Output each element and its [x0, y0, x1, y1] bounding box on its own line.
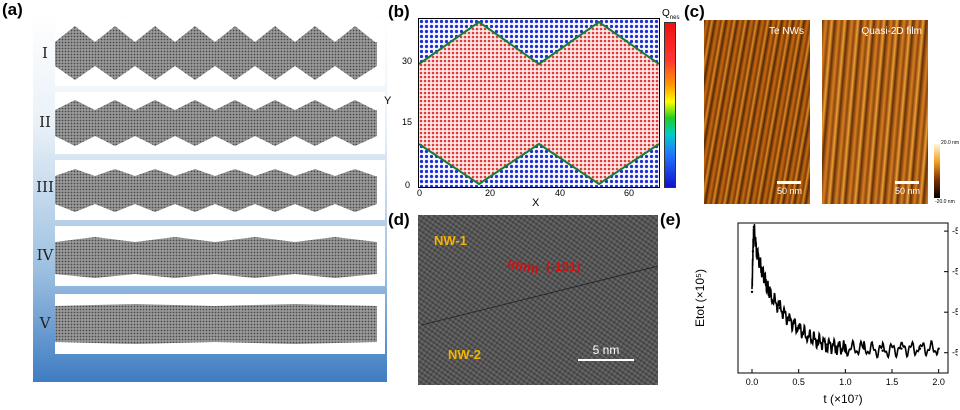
plane-marker: [507, 259, 541, 275]
y-tick-label: -5.288: [952, 226, 958, 236]
tem-scalebar: 5 nm: [578, 343, 634, 361]
strip-2-wire: [55, 100, 377, 146]
panel-b-ylabel: Y: [384, 95, 392, 107]
panel-b-xtick-60: 60: [624, 188, 635, 198]
panel-b-xtick-40: 40: [555, 188, 566, 198]
afm-left-scalebar: 50 nm: [777, 181, 802, 196]
red-region: [419, 22, 659, 184]
strip-5-wire: [55, 304, 377, 344]
afm-colorbar-bottom: -20.0 nm: [935, 199, 955, 205]
colorbar-title: Qnes: [662, 8, 680, 21]
x-tick-label: 1.0: [839, 377, 852, 387]
strip-4-wire: [55, 237, 377, 278]
afm-quasi-2d: Quasi-2D film 50 nm: [822, 20, 928, 204]
panel-label-a: (a): [2, 0, 23, 19]
panel-b-xlabel: X: [532, 197, 540, 209]
energy-data-point: [900, 347, 903, 350]
energy-data-point: [760, 266, 763, 269]
energy-data-point: [778, 306, 782, 310]
stage-label-5: V: [39, 314, 51, 332]
defect-map: [419, 19, 659, 187]
energy-series-line: [751, 224, 940, 360]
plane-label: (-101): [546, 259, 581, 274]
x-axis-label: t (×10⁷): [823, 392, 862, 406]
energy-data-point: [755, 250, 758, 253]
panel-label-b: (b): [388, 2, 410, 21]
energy-data-point: [918, 347, 922, 350]
panel-label-c: (c): [684, 2, 705, 21]
y-tick-label: -5.290: [952, 307, 958, 317]
afm-colorbar-top: 20.0 nm: [941, 140, 960, 146]
tem-image: NW-1 NW-2 (-101) 5 nm: [418, 215, 658, 385]
y-tick-label: -5.291: [952, 348, 958, 358]
afm-left-label: Te NWs: [769, 26, 804, 37]
energy-data-point: [750, 290, 754, 294]
energy-chart: 0.0 0.5 1.0 1.5 2.0 -5.288 -5.289 -5.290 -5.291 t…: [693, 222, 958, 406]
afm-right-scalebar: 50 nm: [895, 181, 920, 196]
energy-data-point: [764, 282, 768, 286]
strip-3-wire: [55, 169, 377, 212]
x-tick-label: 0.5: [792, 377, 805, 387]
energy-data-point: [788, 319, 791, 322]
nw1-label: NW-1: [434, 233, 467, 248]
afm-right-label: Quasi-2D film: [861, 26, 922, 37]
y-tick-label: -5.289: [952, 267, 958, 277]
x-tick-label: 1.5: [886, 377, 899, 387]
panel-b-map: [418, 18, 660, 188]
energy-data-point: [844, 347, 847, 350]
strip-1-wire: [55, 26, 377, 80]
panel-a-background: I II III IV V: [33, 14, 387, 382]
nw2-label: NW-2: [448, 347, 481, 362]
panel-b-xtick-0: 0: [417, 188, 423, 198]
plot-frame: [737, 222, 949, 374]
energy-data-point: [769, 294, 772, 298]
panel-label-e: (e): [660, 210, 681, 229]
energy-data-point: [752, 225, 756, 229]
nanowire-strips: [55, 20, 385, 354]
stage-label-1: I: [42, 44, 48, 62]
y-axis-label: Etot (×10⁵): [693, 269, 707, 327]
energy-data-point: [797, 327, 800, 330]
panel-label-d: (d): [388, 210, 410, 229]
colorbar-q: [664, 22, 676, 188]
energy-data-point: [937, 347, 940, 350]
energy-data-point: [834, 345, 838, 348]
panel-b-ytick-30: 30: [402, 56, 413, 66]
panel-b-xtick-20: 20: [485, 188, 496, 198]
energy-data-point: [751, 250, 755, 253]
energy-data-point: [825, 343, 828, 346]
energy-data-point: [862, 347, 866, 350]
afm-colorbar: [934, 144, 940, 198]
energy-data-point: [881, 349, 884, 352]
stage-label-2: II: [39, 113, 51, 131]
stage-label-3: III: [36, 178, 54, 196]
x-tick-label: 2.0: [932, 377, 945, 387]
panel-b-ytick-15: 15: [402, 117, 413, 127]
stage-label-4: IV: [36, 246, 54, 264]
grain-boundary: [421, 261, 658, 326]
energy-data-point: [806, 335, 810, 338]
panel-b-ytick-0: 0: [405, 180, 411, 190]
energy-data-point: [816, 339, 819, 342]
afm-te-nws: Te NWs 50 nm: [704, 20, 810, 204]
x-tick-label: 0.0: [746, 377, 759, 387]
